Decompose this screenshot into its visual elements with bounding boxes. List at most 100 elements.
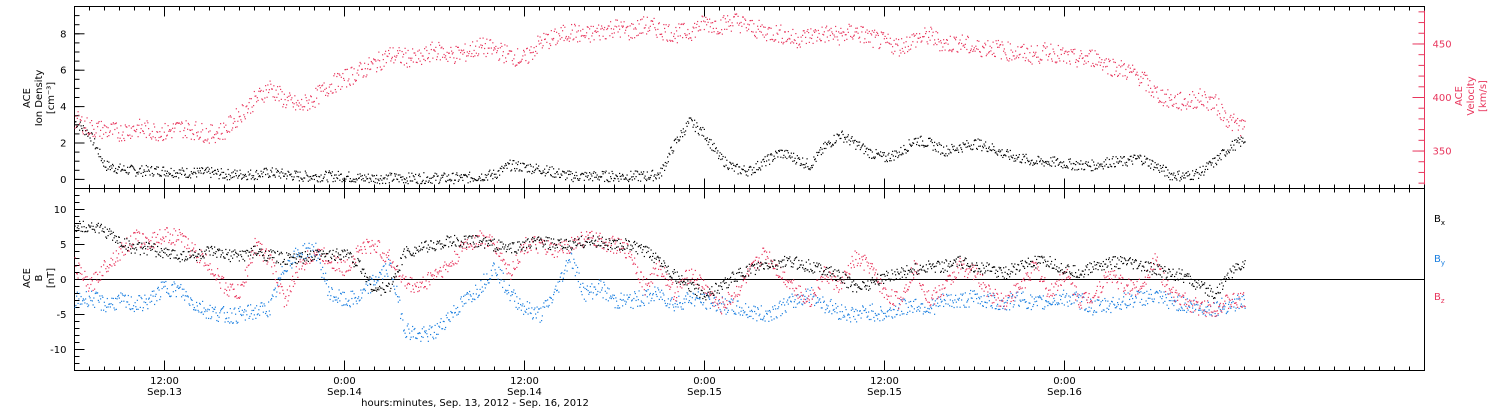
by-series-point: [366, 281, 368, 283]
velocity-series-point: [1043, 46, 1045, 48]
bottom-ylabel-line-2: B: [34, 274, 45, 281]
velocity-series-point: [1225, 112, 1227, 114]
velocity-series-point: [1031, 63, 1033, 65]
velocity-series-point: [1162, 89, 1164, 91]
velocity-series-point: [978, 40, 980, 42]
ion-density-series-point: [358, 177, 360, 180]
velocity-series-point: [761, 24, 763, 26]
velocity-series-point: [667, 25, 669, 28]
velocity-series-point: [970, 48, 972, 50]
by-series-point: [1045, 300, 1047, 302]
ion-density-series-point: [617, 178, 619, 180]
by-series-point: [146, 303, 148, 306]
ion-density-series-point: [79, 121, 81, 123]
velocity-series-point: [633, 28, 635, 30]
by-series-point: [780, 315, 782, 317]
velocity-series-point: [340, 88, 342, 90]
velocity-series-point: [695, 26, 697, 29]
by-series-point: [275, 296, 277, 298]
by-series-point: [197, 309, 199, 312]
velocity-series-point: [981, 56, 983, 58]
velocity-series-point: [909, 36, 911, 38]
velocity-series-point: [209, 130, 211, 132]
ion-density-series-point: [541, 172, 543, 174]
by-series-point: [352, 290, 354, 292]
by-series-point: [688, 300, 690, 302]
ion-density-series-point: [1240, 145, 1242, 147]
velocity-series-point: [985, 55, 987, 57]
by-series-point: [163, 286, 165, 288]
by-series-point: [1066, 301, 1068, 303]
velocity-series-point: [955, 39, 957, 41]
by-series-point: [781, 304, 783, 306]
by-series-point: [629, 294, 631, 296]
by-series-point: [686, 292, 688, 294]
velocity-series-point: [642, 32, 644, 34]
by-series-point: [792, 295, 794, 298]
velocity-series-point: [1034, 53, 1036, 55]
ion-density-series-point: [185, 176, 187, 178]
by-series-point: [247, 304, 249, 306]
by-series-point: [547, 306, 549, 308]
ion-density-series-point: [471, 177, 473, 179]
velocity-series-point: [772, 34, 774, 36]
ion-density-series-point: [160, 174, 162, 177]
ion-density-series-point: [1234, 149, 1236, 151]
by-series-point: [768, 320, 770, 322]
x-axis-title: hours:minutes, Sep. 13, 2012 - Sep. 16, …: [361, 398, 589, 409]
ion-density-series-point: [1050, 157, 1052, 159]
velocity-series-point: [306, 100, 308, 102]
ion-density-series-point: [952, 148, 954, 151]
velocity-series-point: [370, 60, 372, 63]
ion-density-series-point: [642, 173, 644, 175]
velocity-series-point: [1209, 98, 1211, 100]
by-series-point: [745, 314, 747, 316]
ion-density-series-point: [1175, 177, 1177, 180]
by-series-point: [1059, 294, 1061, 296]
velocity-series-point: [1133, 68, 1135, 70]
velocity-series-point: [1040, 59, 1042, 61]
by-series-point: [1012, 306, 1014, 308]
by-series-point: [891, 316, 893, 318]
by-series-point: [1070, 303, 1072, 305]
velocity-series-point: [530, 46, 532, 48]
ion-density-series-point: [1142, 162, 1144, 164]
velocity-series-point: [468, 52, 470, 55]
velocity-series-point: [206, 140, 208, 142]
ion-density-series-point: [652, 180, 654, 182]
ion-density-series-point: [940, 144, 942, 147]
velocity-series-point: [713, 31, 715, 33]
by-series-point: [594, 286, 596, 288]
by-series-point: [727, 311, 729, 313]
ion-density-series-point: [556, 171, 558, 173]
ion-density-series-point: [1065, 166, 1067, 169]
velocity-series-point: [1046, 46, 1048, 48]
velocity-series-point: [93, 128, 95, 130]
velocity-series-point: [843, 31, 845, 33]
ion-density-series-point: [881, 155, 883, 158]
ion-density-series-point: [1096, 168, 1098, 170]
ion-density-series-point: [781, 149, 783, 151]
ion-density-series-point: [511, 169, 513, 171]
ion-density-series-point: [412, 175, 414, 177]
ion-density-series-point: [358, 177, 360, 179]
by-series-point: [871, 303, 873, 305]
ion-density-series-point: [600, 176, 602, 178]
by-series-point: [418, 332, 420, 335]
by-series-point: [616, 300, 618, 302]
velocity-series-point: [342, 72, 344, 75]
by-series-point: [796, 303, 798, 305]
ion-density-series-point: [625, 177, 627, 179]
by-series-point: [898, 303, 900, 305]
ion-density-series-point: [370, 180, 372, 182]
velocity-series-point: [1085, 62, 1087, 64]
ion-density-series-point: [238, 174, 240, 177]
ion-density-series-point: [775, 150, 777, 152]
velocity-series-point: [439, 59, 441, 61]
by-series-point: [162, 281, 164, 283]
ion-density-series-point: [861, 145, 863, 147]
velocity-series-point: [149, 133, 151, 135]
ion-density-series-point: [805, 162, 807, 164]
velocity-series-point: [523, 51, 525, 53]
velocity-series-point: [569, 37, 571, 39]
